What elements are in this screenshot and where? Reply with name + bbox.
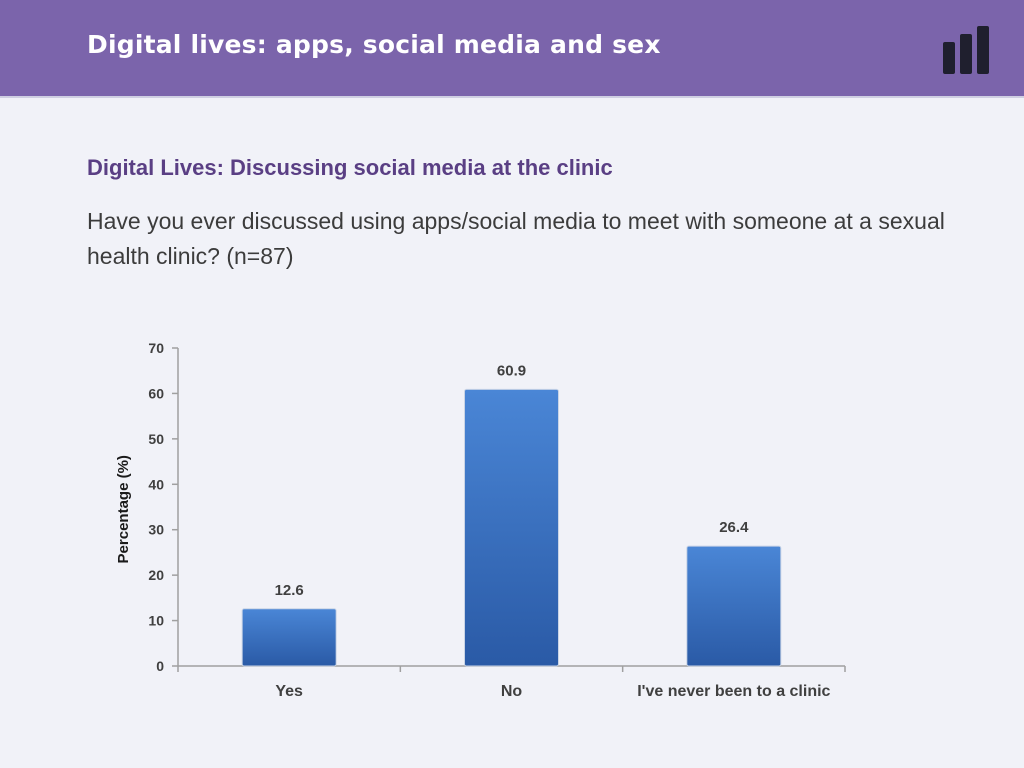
x-category-label: I've never been to a clinic: [637, 683, 830, 700]
y-tick-label: 10: [148, 613, 164, 629]
y-tick-label: 20: [148, 567, 164, 583]
y-tick-label: 60: [148, 385, 164, 401]
data-label: 26.4: [719, 519, 749, 536]
data-label: 12.6: [275, 582, 304, 599]
y-tick-label: 50: [148, 431, 164, 447]
x-category-label: Yes: [275, 683, 303, 700]
header-bar: Digital lives: apps, social media and se…: [0, 0, 1024, 98]
survey-question: Have you ever discussed using apps/socia…: [87, 208, 945, 269]
header-title: Digital lives: apps, social media and se…: [87, 30, 661, 59]
y-axis-label: Percentage (%): [115, 455, 132, 563]
y-tick-label: 40: [148, 476, 164, 492]
x-category-label: No: [501, 683, 523, 700]
bar-chart-logo-icon: [943, 26, 989, 74]
bar-chart: 0 10 20 30 40 50 60 70 Percentage (%) 12.6 Yes 60.9…: [115, 340, 846, 700]
y-tick-label: 70: [148, 340, 164, 356]
section-title: Digital Lives: Discussing social media a…: [87, 155, 613, 180]
bar-2: [464, 388, 559, 667]
y-tick-label: 30: [148, 522, 164, 538]
y-tick-label: 0: [156, 658, 164, 674]
bar-3: [686, 545, 782, 667]
data-label: 60.9: [497, 362, 526, 379]
bar-1: [241, 608, 337, 667]
